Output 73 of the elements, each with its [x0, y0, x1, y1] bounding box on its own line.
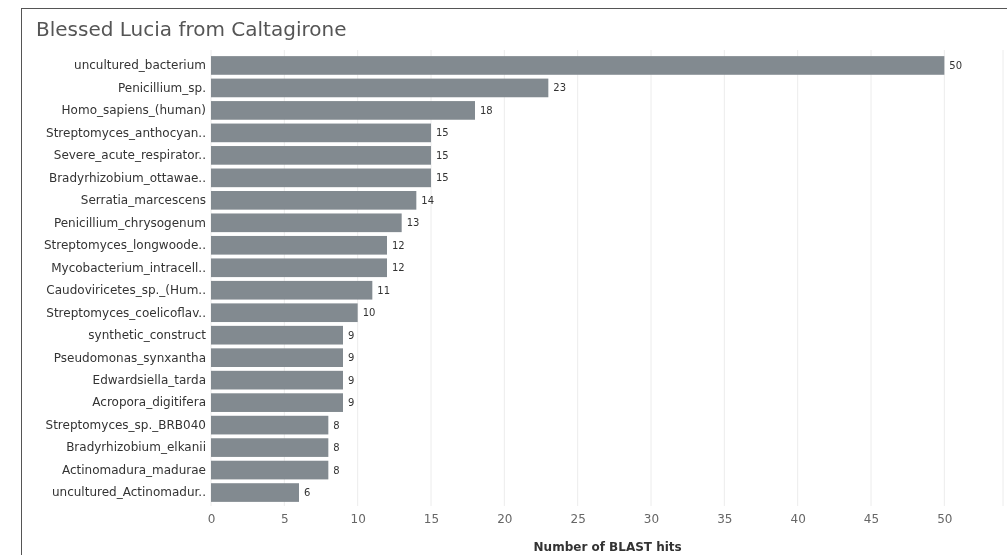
y-tick-label: Actinomadura_madurae	[61, 462, 206, 477]
data-label: 8	[333, 442, 340, 454]
data-label: 6	[304, 487, 311, 499]
data-label: 18	[480, 104, 493, 116]
data-label: 9	[348, 397, 355, 409]
data-label: 14	[421, 194, 435, 206]
y-tick-label: Streptomyces_coelicoflav..	[46, 305, 206, 320]
y-tick-label: Streptomyces_sp._BRB040	[45, 417, 206, 432]
bar	[211, 483, 299, 502]
data-label: 15	[436, 149, 449, 161]
bar	[211, 191, 417, 210]
data-label: 15	[436, 172, 449, 184]
bar	[211, 393, 343, 412]
bar	[211, 415, 329, 435]
x-tick-label: 0	[207, 511, 216, 526]
bar	[211, 258, 387, 278]
x-axis-title: Number of BLAST hits	[533, 540, 682, 554]
data-label: 9	[348, 374, 355, 386]
x-tick-label: 25	[570, 511, 586, 526]
bar	[211, 213, 402, 233]
y-tick-label: Penicillium_chrysogenum	[53, 215, 206, 230]
bar	[211, 56, 945, 75]
y-tick-label: Homo_sapiens_(human)	[61, 103, 206, 118]
y-tick-label: Pseudomonas_synxantha	[53, 350, 206, 365]
bar	[211, 101, 475, 120]
x-tick-label: 10	[350, 511, 366, 526]
data-label: 12	[392, 239, 405, 251]
y-tick-label: uncultured_bacterium	[74, 58, 206, 73]
y-tick-label: Caudoviricetes_sp._(Hum..	[46, 283, 206, 298]
x-tick-label: 30	[643, 511, 660, 526]
y-tick-label: Penicillium_sp.	[117, 80, 206, 95]
data-label: 9	[348, 352, 355, 364]
data-label: 11	[377, 284, 391, 296]
y-tick-label: Mycobacterium_intracell..	[51, 260, 206, 275]
data-label: 50	[949, 59, 963, 71]
data-label: 23	[553, 82, 567, 94]
y-tick-label: Streptomyces_longwoode..	[43, 238, 206, 253]
y-tick-label: Severe_acute_respirator..	[53, 148, 206, 163]
bar	[211, 438, 329, 457]
data-label: 9	[348, 329, 355, 341]
x-tick-label: 5	[281, 511, 289, 526]
x-tick-label: 40	[790, 511, 806, 526]
bar	[211, 303, 358, 323]
data-label: 10	[362, 307, 376, 319]
x-tick-label: 20	[497, 511, 513, 526]
bar	[211, 280, 373, 300]
data-label: 15	[436, 127, 449, 139]
y-tick-label: Bradyrhizobium_ottawae..	[48, 170, 206, 185]
x-tick-label: 15	[423, 511, 440, 526]
y-tick-label: synthetic_construct	[88, 328, 207, 343]
y-tick-label: Streptomyces_anthocyan..	[46, 125, 206, 140]
x-tick-label: 35	[717, 511, 733, 526]
data-label: 12	[392, 262, 405, 274]
bar	[211, 325, 343, 345]
data-label: 8	[333, 464, 340, 476]
x-tick-label: 45	[863, 511, 880, 526]
x-tick-label: 50	[937, 511, 953, 526]
chart-title: Blessed Lucia from Caltagirone	[36, 17, 347, 41]
y-tick-label: Bradyrhizobium_elkanii	[66, 440, 206, 455]
bar	[211, 168, 431, 188]
bar	[211, 370, 343, 390]
data-label: 13	[406, 217, 420, 229]
data-label: 8	[333, 419, 340, 431]
bar	[211, 235, 387, 255]
bar	[211, 123, 431, 143]
bar	[211, 460, 329, 480]
bar	[211, 78, 549, 98]
bar	[211, 348, 343, 367]
y-tick-label: Serratia_marcescens	[80, 193, 206, 208]
y-tick-label: uncultured_Actinomadur..	[51, 485, 206, 500]
y-tick-label: Acropora_digitifera	[92, 395, 206, 410]
y-tick-label: Edwardsiella_tarda	[92, 372, 206, 387]
bar	[211, 146, 431, 165]
